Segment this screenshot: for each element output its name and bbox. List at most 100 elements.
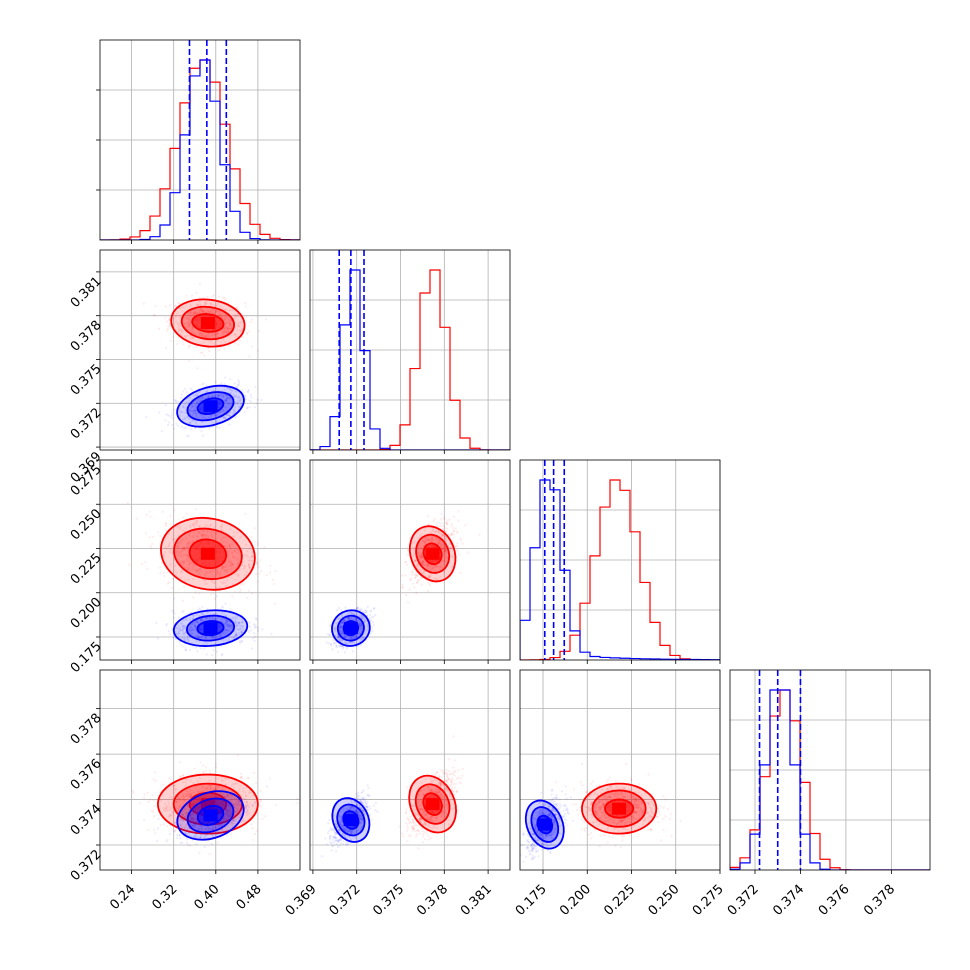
scatter-point	[335, 644, 338, 647]
scatter-point	[443, 550, 447, 553]
scatter-point	[413, 546, 416, 549]
scatter-point	[445, 550, 448, 553]
scatter-point	[227, 317, 230, 320]
scatter-point	[337, 635, 340, 638]
scatter-point	[432, 539, 435, 542]
scatter-point	[415, 574, 418, 577]
scatter-point	[189, 628, 192, 631]
scatter-point	[202, 310, 205, 313]
scatter-point	[427, 564, 430, 567]
scatter-point	[359, 638, 362, 641]
scatter-point	[355, 635, 358, 639]
scatter-point	[235, 625, 239, 628]
scatter-point	[421, 556, 424, 559]
scatter-point	[205, 535, 208, 538]
scatter-point	[164, 545, 167, 549]
scatter-point	[364, 618, 367, 621]
scatter-point	[228, 544, 231, 547]
scatter-point	[152, 804, 155, 807]
scatter-point	[259, 804, 262, 808]
scatter-point	[251, 551, 254, 554]
scatter-point	[452, 529, 455, 532]
scatter-point	[231, 562, 234, 566]
scatter-point	[196, 312, 199, 315]
scatter-point	[187, 320, 190, 324]
scatter-point	[232, 531, 236, 534]
scatter-point	[228, 328, 232, 331]
scatter-point	[365, 629, 368, 632]
scatter-point	[203, 582, 207, 585]
panel-content-1-0	[142, 283, 268, 438]
scatter-point	[223, 406, 227, 410]
scatter-point	[195, 535, 198, 538]
scatter-point	[227, 319, 230, 322]
scatter-point	[234, 622, 237, 625]
scatter-point	[350, 611, 353, 614]
scatter-point	[176, 624, 180, 627]
scatter-point	[194, 312, 197, 315]
scatter-point	[241, 628, 244, 631]
scatter-point	[212, 635, 215, 639]
scatter-point	[165, 413, 168, 416]
scatter-point	[182, 561, 185, 564]
scatter-point	[226, 619, 229, 622]
scatter-point	[250, 559, 253, 563]
scatter-point	[193, 309, 196, 313]
scatter-point	[187, 556, 190, 559]
scatter-point	[201, 396, 204, 400]
scatter-point	[227, 414, 231, 417]
scatter-point	[198, 852, 201, 855]
scatter-point	[187, 578, 190, 581]
scatter-point	[128, 563, 131, 566]
scatter-point	[192, 409, 195, 412]
scatter-point	[197, 303, 200, 306]
scatter-point	[188, 558, 191, 562]
scatter-point	[224, 298, 227, 301]
scatter-point	[347, 613, 350, 616]
scatter-point	[212, 636, 215, 639]
scatter-point	[335, 609, 338, 612]
scatter-point	[227, 329, 230, 333]
scatter-point	[191, 628, 194, 631]
scatter-point	[208, 531, 212, 534]
scatter-point	[171, 796, 174, 800]
scatter-point	[188, 318, 191, 321]
scatter-point	[434, 530, 437, 533]
scatter-point	[229, 411, 232, 414]
scatter-point	[351, 611, 354, 614]
scatter-point	[177, 631, 180, 634]
scatter-point	[268, 571, 272, 574]
scatter-point	[222, 639, 225, 642]
scatter-point	[223, 411, 226, 414]
scatter-point	[225, 414, 228, 417]
scatter-point	[189, 632, 193, 635]
scatter-point	[436, 525, 439, 528]
scatter-point	[197, 636, 200, 639]
scatter-point	[219, 571, 222, 574]
scatter-point	[187, 564, 190, 567]
scatter-point	[221, 536, 224, 539]
scatter-point	[194, 624, 197, 627]
histogram-blue-0	[100, 59, 300, 240]
scatter-point	[236, 386, 239, 389]
scatter-point	[152, 810, 155, 814]
scatter-point	[214, 339, 217, 342]
scatter-point	[423, 537, 426, 540]
scatter-point	[229, 309, 232, 312]
scatter-point	[338, 624, 341, 627]
scatter-point	[222, 632, 226, 635]
scatter-point	[223, 317, 226, 321]
scatter-point	[189, 794, 192, 797]
scatter-point	[181, 546, 184, 549]
scatter-point	[356, 619, 359, 623]
scatter-point	[224, 322, 227, 325]
scatter-point	[427, 523, 430, 526]
density-peak-blue	[203, 400, 218, 413]
scatter-point	[188, 399, 191, 402]
scatter-point	[205, 530, 208, 533]
scatter-point	[347, 618, 351, 621]
scatter-point	[163, 574, 166, 578]
scatter-point	[181, 548, 184, 551]
scatter-point	[224, 400, 228, 403]
scatter-point	[225, 628, 228, 632]
